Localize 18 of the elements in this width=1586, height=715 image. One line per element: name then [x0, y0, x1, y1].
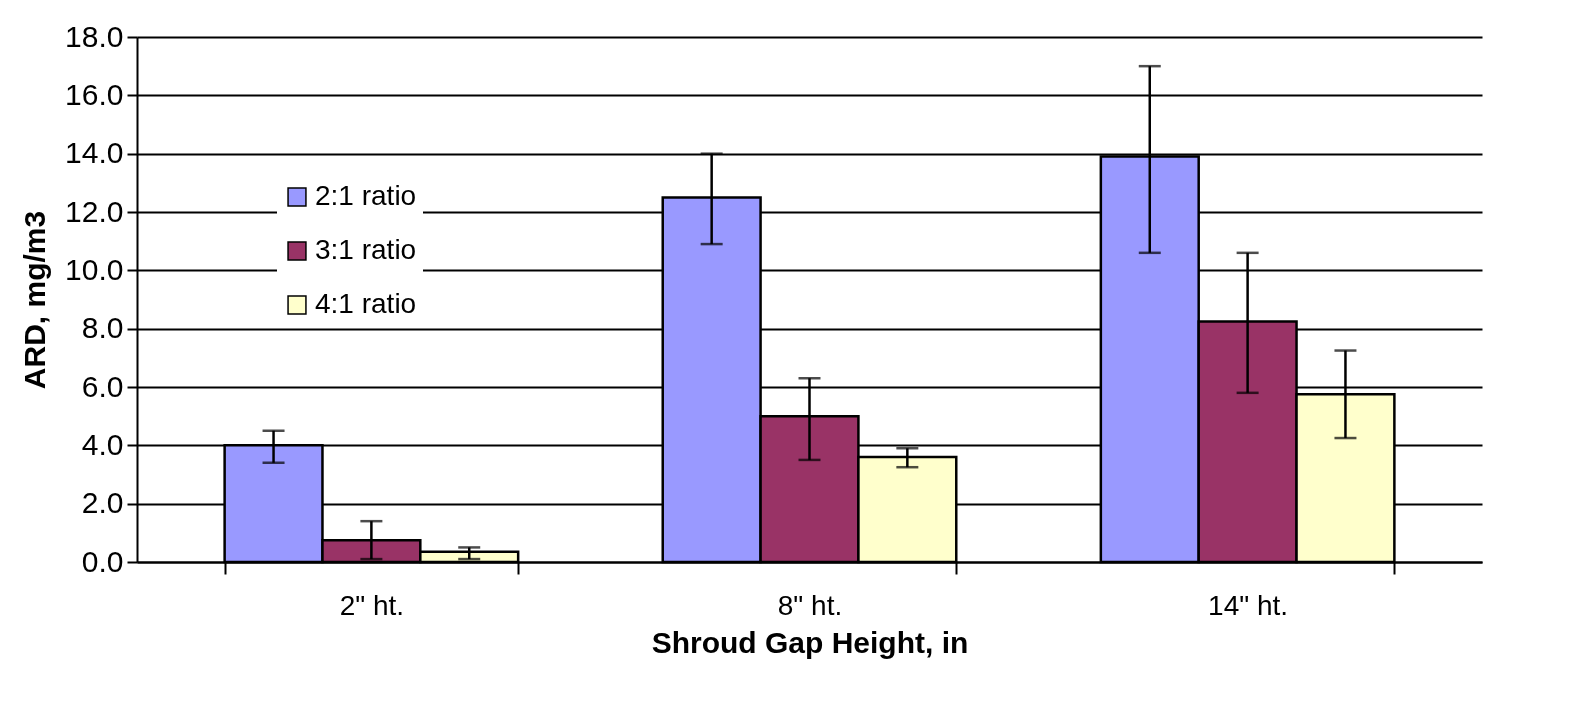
- y-tick-label: 18.0: [65, 19, 124, 53]
- y-tick-label: 16.0: [65, 77, 124, 111]
- y-axis-title: ARD, mg/m3: [18, 210, 52, 390]
- y-tick-label: 0.0: [81, 544, 124, 578]
- y-tick-label: 6.0: [81, 369, 124, 403]
- x-tick-label: 2" ht.: [339, 589, 405, 621]
- x-axis-title: Shroud Gap Height, in: [651, 625, 969, 659]
- y-tick-label: 12.0: [65, 194, 124, 228]
- x-tick-label: 8" ht.: [777, 589, 843, 621]
- legend-label: 2:1 ratio: [315, 180, 417, 211]
- y-tick-label: 8.0: [81, 311, 124, 345]
- legend-label: 3:1 ratio: [315, 234, 417, 265]
- y-tick-label: 14.0: [65, 136, 124, 170]
- y-tick-label: 2.0: [81, 486, 124, 520]
- x-tick-label: 14" ht.: [1208, 589, 1289, 621]
- y-tick-label: 4.0: [81, 427, 124, 461]
- legend-label: 4:1 ratio: [315, 288, 417, 319]
- y-tick-label: 10.0: [65, 252, 124, 286]
